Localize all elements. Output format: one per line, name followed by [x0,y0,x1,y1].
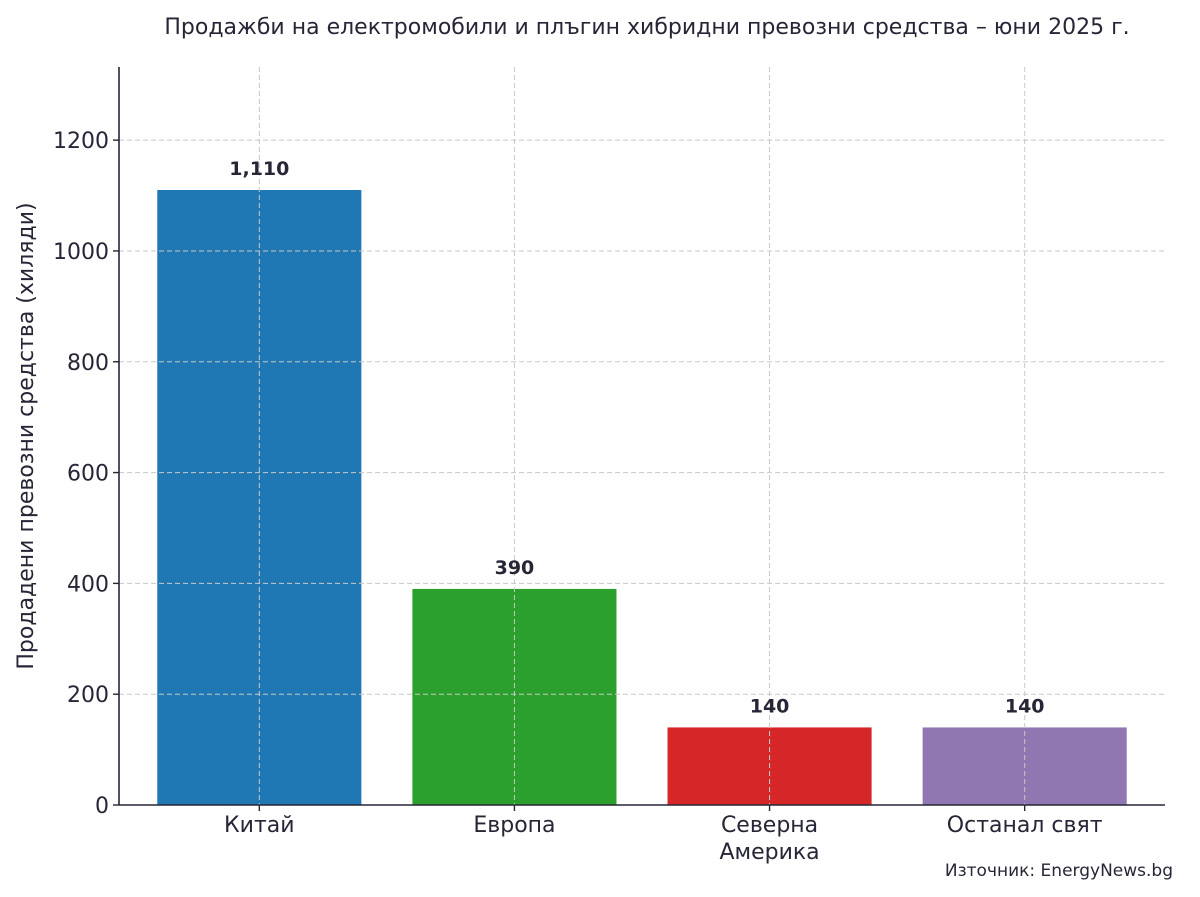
x-tick-label-1: Европа [473,813,555,838]
bar-1 [412,588,617,805]
data-label-0: 1,110 [229,158,289,180]
chart-title: Продажби на електромобили и плъгин хибри… [164,15,1129,40]
y-tick-label-0: 0 [95,794,109,819]
data-label-3: 140 [1005,695,1045,717]
data-label-1: 390 [495,557,535,579]
y-tick-label-3: 600 [67,462,109,487]
bar-0 [157,190,362,805]
y-tick-label-1: 200 [67,683,109,708]
x-tick-label-2: Северна Америка [719,813,819,865]
y-tick-label-4: 800 [67,351,109,376]
x-tick-label-3: Останал свят [947,813,1103,838]
x-tick-label-0: Китай [224,813,295,838]
source-note: Източник: EnergyNews.bg [944,861,1173,881]
y-tick-label-2: 400 [67,572,109,597]
y-tick-label-6: 1200 [53,129,109,154]
y-axis-label: Продадени превозни средства (хиляди) [14,202,39,669]
data-label-2: 140 [750,695,790,717]
y-tick-label-5: 1000 [53,240,109,265]
